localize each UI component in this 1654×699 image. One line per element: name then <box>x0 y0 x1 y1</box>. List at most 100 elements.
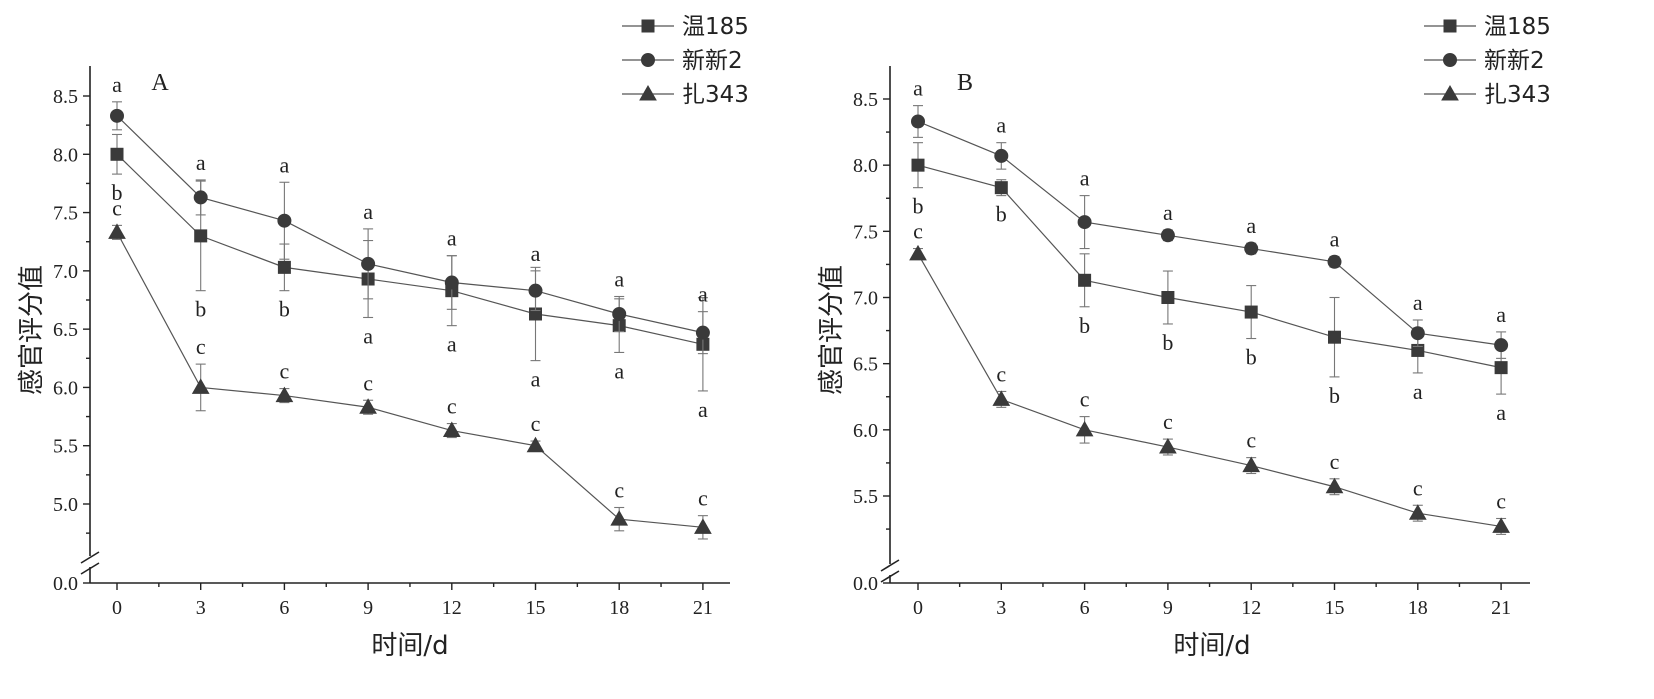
significance-letter: a <box>447 332 457 357</box>
data-point-square <box>1443 19 1457 33</box>
legend-label: 扎343 <box>1484 82 1551 108</box>
data-point-triangle <box>639 84 657 101</box>
significance-letter: a <box>363 199 373 224</box>
significance-letter: a <box>1496 400 1506 425</box>
series-line-circle <box>116 115 704 334</box>
significance-letter: a <box>1330 226 1340 251</box>
significance-letter: b <box>195 297 206 322</box>
significance-letter: c <box>1496 488 1506 513</box>
significance-letter: c <box>196 334 206 359</box>
y-tick-label: 8.5 <box>853 89 878 111</box>
data-point-circle <box>110 108 124 123</box>
y-tick-label: 7.0 <box>853 288 878 310</box>
y-tick-label: 0.0 <box>853 573 878 595</box>
significance-letter: a <box>280 152 290 177</box>
axis-break-mark <box>80 562 100 575</box>
data-point-square <box>911 158 925 172</box>
legend-label: 新新2 <box>1484 48 1545 74</box>
significance-letter: a <box>1246 213 1256 238</box>
data-point-circle <box>193 190 208 205</box>
series-line-square <box>917 164 1502 369</box>
significance-letter: b <box>1329 383 1340 408</box>
significance-letter: c <box>1080 387 1090 412</box>
series-line-triangle <box>917 253 1502 528</box>
data-point-circle <box>1410 326 1425 341</box>
significance-letter: a <box>1163 200 1173 225</box>
y-tick-label: 6.0 <box>853 420 878 442</box>
y-tick-label: 7.0 <box>53 261 78 283</box>
y-axis-title: 感官评分值 <box>817 265 847 395</box>
significance-letter: b <box>996 202 1007 227</box>
data-point-circle <box>612 306 627 321</box>
x-axis-title: 时间/d <box>1173 631 1250 661</box>
panel-a-chart: 0.0 5.0 5.5 6.0 6.5 7.0 7.5 8.0 8.5 0 3 6 9 12 15 18 21 时… <box>17 14 749 661</box>
y-tick-label: 8.0 <box>853 155 878 177</box>
axis-break-mark <box>880 570 900 583</box>
significance-letter: a <box>698 397 708 422</box>
significance-letter: c <box>913 219 923 244</box>
x-tick-label: 21 <box>1491 597 1511 619</box>
x-tick-label: 9 <box>1163 597 1173 619</box>
significance-letter: b <box>1079 313 1090 338</box>
y-tick-label: 6.5 <box>853 354 878 376</box>
y-tick-label: 0.0 <box>53 573 78 595</box>
panel-label: B <box>957 70 973 96</box>
significance-letter: c <box>531 411 541 436</box>
series-line-triangle <box>116 232 703 528</box>
data-point-triangle <box>694 518 712 534</box>
significance-letter: a <box>112 72 122 97</box>
x-tick-label: 12 <box>442 597 462 619</box>
axis-break-mark <box>80 551 100 564</box>
significance-letter: c <box>1163 409 1173 434</box>
data-point-triangle <box>1159 438 1177 454</box>
data-point-circle <box>277 213 292 228</box>
series-line-circle <box>917 120 1502 346</box>
x-axis-title: 时间/d <box>371 631 448 661</box>
significance-letter: c <box>698 486 708 511</box>
data-point-circle <box>1244 241 1259 256</box>
data-point-circle <box>361 256 376 271</box>
data-point-square <box>1328 330 1341 344</box>
significance-letter: b <box>112 180 123 205</box>
significance-letter: c <box>614 477 624 502</box>
data-point-circle <box>1077 215 1092 230</box>
significance-letter: a <box>614 267 624 292</box>
x-tick-label: 9 <box>363 597 373 619</box>
legend-label: 扎343 <box>682 82 749 108</box>
y-tick-label: 6.0 <box>53 377 78 399</box>
data-point-circle <box>1327 254 1342 269</box>
legend-label: 温185 <box>682 14 749 40</box>
x-tick-label: 0 <box>913 597 923 619</box>
significance-letter: a <box>1413 379 1423 404</box>
series-line-square <box>116 153 704 345</box>
significance-letter: a <box>531 241 541 266</box>
x-tick-label: 21 <box>693 597 713 619</box>
significance-letter: a <box>1496 302 1506 327</box>
data-point-circle <box>1443 53 1457 67</box>
data-point-circle <box>695 325 710 340</box>
x-tick-label: 18 <box>1408 597 1428 619</box>
x-tick-label: 3 <box>996 597 1006 619</box>
data-point-triangle <box>992 390 1011 406</box>
data-point-triangle <box>1325 477 1344 494</box>
data-point-triangle <box>359 398 377 414</box>
significance-letter: b <box>913 194 924 219</box>
significance-letter: c <box>112 195 122 220</box>
data-point-circle <box>444 275 459 290</box>
data-point-triangle <box>108 223 126 239</box>
data-point-triangle <box>275 386 294 403</box>
significance-letter: a <box>531 367 541 392</box>
panel-b-chart: 0.0 5.5 6.0 6.5 7.0 7.5 8.0 8.5 0 3 6 9 12 15 18 21 时间/d… <box>817 14 1551 661</box>
data-point-triangle <box>191 378 210 394</box>
significance-letter: a <box>447 226 457 251</box>
y-axis-title: 感官评分值 <box>17 265 47 395</box>
data-point-square <box>277 260 291 274</box>
data-point-triangle <box>1408 504 1427 520</box>
x-tick-label: 0 <box>112 597 122 619</box>
significance-letter: c <box>1413 475 1423 500</box>
significance-letter: c <box>1330 449 1340 474</box>
data-point-circle <box>641 53 655 67</box>
x-tick-label: 6 <box>279 597 289 619</box>
significance-letter: c <box>280 359 290 384</box>
axis-break-mark <box>880 559 900 572</box>
